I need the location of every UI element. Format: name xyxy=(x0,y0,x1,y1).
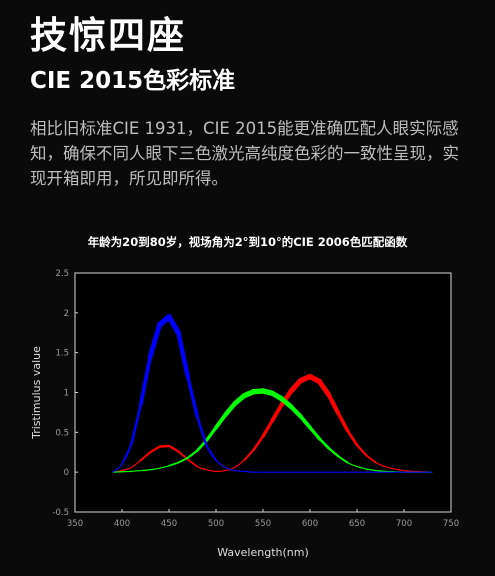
page-subtitle: CIE 2015色彩标准 xyxy=(30,68,236,94)
y-tick-label: 2 xyxy=(64,309,69,319)
y-tick-label: -0.5 xyxy=(52,508,69,518)
blue-series-line-segment xyxy=(205,445,217,462)
page-title: 技惊四座 xyxy=(30,14,186,57)
x-tick-label: 600 xyxy=(302,519,318,529)
blue-series-line-segment xyxy=(196,415,208,448)
y-axis-label: Tristimulus value xyxy=(30,346,43,440)
x-tick-label: 450 xyxy=(161,519,177,529)
x-tick-label: 750 xyxy=(443,519,459,529)
y-tick-label: 0 xyxy=(64,468,69,478)
y-tick-label: 2.5 xyxy=(55,269,69,279)
blue-series-line-segment xyxy=(130,403,143,446)
red-series-line-segment xyxy=(158,444,171,448)
red-series-line-segment xyxy=(187,458,198,468)
x-tick-label: 650 xyxy=(349,519,365,529)
y-tick-label: 1 xyxy=(64,389,69,399)
x-tick-label: 500 xyxy=(208,519,224,529)
x-tick-label: 400 xyxy=(114,519,130,529)
series-layer xyxy=(112,314,433,473)
x-tick-label: 700 xyxy=(396,519,412,529)
x-tick-label: 350 xyxy=(67,519,83,529)
y-tick-label: 1.5 xyxy=(55,349,69,359)
y-tick-label: 0.5 xyxy=(55,428,69,438)
chart-title: 年龄为20到80岁，视场角为2°到10°的CIE 2006色匹配函数 xyxy=(87,235,408,249)
x-tick-label: 550 xyxy=(255,519,271,529)
blue-series-line-segment xyxy=(176,330,190,379)
red-series-line-segment xyxy=(365,454,377,464)
green-series-line-segment xyxy=(337,455,349,464)
description-text: 相比旧标准CIE 1931，CIE 2015能更准确匹配人眼实际感知，确保不同人… xyxy=(30,119,459,188)
blue-series-line-segment xyxy=(186,374,199,419)
blue-series-line-segment xyxy=(138,354,153,407)
x-axis-label: Wavelength(nm) xyxy=(217,546,309,559)
ticks-layer: 350 400 450 500 550 600 650 700 750 -0.5 0 0.5 1 1.5 2… xyxy=(52,269,459,529)
